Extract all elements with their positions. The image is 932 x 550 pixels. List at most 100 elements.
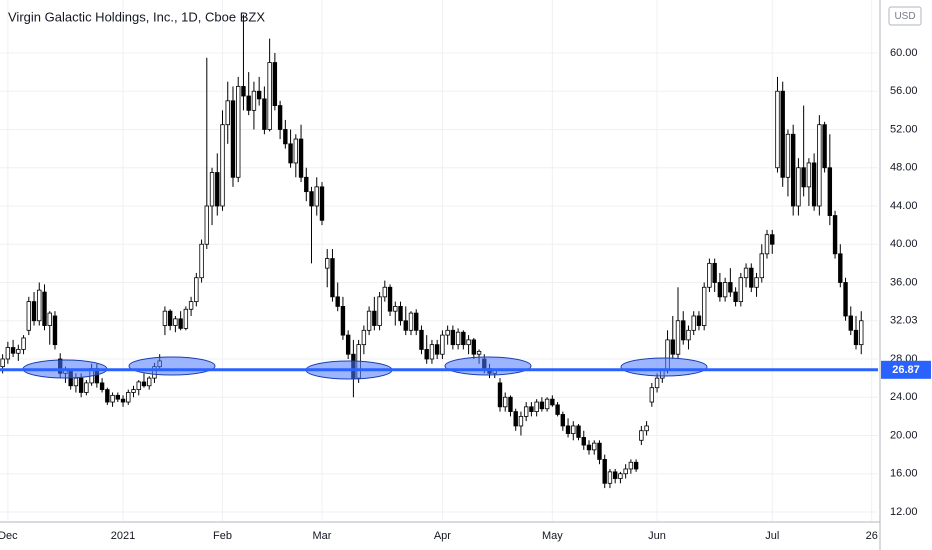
candle-body	[199, 243, 204, 279]
candle-body	[691, 315, 696, 331]
candle-body	[785, 133, 791, 178]
candle-body	[366, 310, 372, 331]
candle-body	[461, 331, 466, 346]
ellipse	[444, 356, 532, 376]
candle-body	[670, 339, 675, 355]
candle-body	[607, 471, 613, 484]
candle-body	[523, 406, 529, 417]
candle-body	[47, 312, 52, 326]
candle-body	[398, 306, 403, 322]
candle-body	[288, 143, 293, 164]
candle-body	[330, 258, 335, 298]
candle-body	[141, 381, 147, 387]
candle-body	[738, 277, 744, 303]
candle-body	[162, 310, 168, 326]
candle-body	[555, 404, 560, 415]
candle-body	[513, 411, 518, 427]
candle-body	[31, 301, 37, 322]
x-tick-label: 26	[866, 530, 878, 542]
candle-body	[466, 339, 471, 346]
candle-body	[440, 334, 445, 355]
hline-price-box	[881, 360, 931, 379]
candle-body	[37, 289, 42, 322]
ellipse	[128, 356, 216, 376]
candle-body	[817, 124, 822, 207]
candle-body	[387, 286, 393, 312]
candle-body	[220, 124, 225, 207]
candle-body	[497, 382, 503, 408]
x-tick-label: Apr	[434, 530, 451, 542]
candle-body	[675, 320, 681, 355]
y-tick-label: 40.00	[890, 238, 918, 250]
candle-body	[743, 267, 749, 279]
candle-body	[147, 377, 152, 387]
x-tick-label: Jun	[648, 530, 666, 542]
candle-body	[52, 315, 58, 346]
candle-body	[722, 282, 728, 298]
candle-body	[754, 277, 759, 288]
currency-box[interactable]	[888, 6, 922, 26]
x-tick-label: Mar	[313, 530, 332, 542]
candle-body	[790, 133, 796, 207]
candle-body	[576, 425, 581, 438]
candle-body	[801, 167, 806, 188]
candle-body	[120, 398, 126, 403]
y-tick-label: 24.00	[890, 391, 918, 403]
candle-body	[188, 301, 194, 310]
x-tick-label: 2021	[111, 530, 135, 542]
candle-body	[178, 318, 183, 329]
candle-body	[602, 459, 607, 484]
candle-body	[314, 186, 319, 207]
candle-body	[272, 62, 278, 106]
y-tick-label: 44.00	[890, 200, 918, 212]
candle-body	[382, 286, 388, 298]
x-tick-label: Feb	[213, 530, 232, 542]
candle-body	[115, 394, 120, 400]
y-tick-label: 56.00	[890, 85, 918, 97]
candle-body	[215, 172, 220, 207]
candle-body	[639, 430, 644, 441]
candle-body	[194, 277, 199, 303]
candle-body	[225, 100, 230, 126]
candle-body	[628, 461, 634, 470]
candle-body	[859, 320, 864, 346]
candle-body	[393, 306, 398, 312]
candle-body	[21, 337, 26, 350]
candle-body	[256, 90, 262, 100]
candle-body	[0, 358, 5, 368]
candle-body	[476, 350, 482, 355]
candle-body	[26, 301, 31, 331]
candle-body	[696, 315, 702, 326]
candle-body	[822, 124, 827, 169]
candle-body	[775, 90, 780, 169]
x-tick-label: Dec	[0, 530, 18, 542]
candle-body	[848, 315, 853, 331]
candle-body	[780, 90, 785, 178]
candle-body	[429, 344, 435, 360]
candle-body	[110, 394, 115, 403]
candle-body	[733, 291, 738, 303]
candle-body	[534, 401, 539, 412]
candle-body	[618, 473, 623, 479]
candle-body	[424, 349, 429, 360]
candle-body	[251, 90, 257, 111]
candle-body	[246, 95, 251, 111]
candle-body	[5, 347, 11, 360]
candle-body	[335, 296, 340, 307]
y-tick-label: 60.00	[890, 47, 918, 59]
candle-body	[592, 442, 597, 451]
candle-body	[560, 414, 566, 427]
candle-body	[838, 253, 843, 283]
y-tick-label: 52.00	[890, 123, 918, 135]
candle-body	[707, 262, 712, 288]
candle-body	[298, 138, 304, 178]
candle-body	[612, 471, 618, 479]
candle-body	[361, 329, 367, 346]
hline-price-label: 26.87	[892, 364, 920, 376]
ellipse	[620, 357, 708, 377]
candle-body	[712, 262, 717, 283]
candle-body	[183, 308, 189, 329]
currency[interactable]: USD	[894, 11, 915, 22]
candle-body	[283, 129, 288, 145]
